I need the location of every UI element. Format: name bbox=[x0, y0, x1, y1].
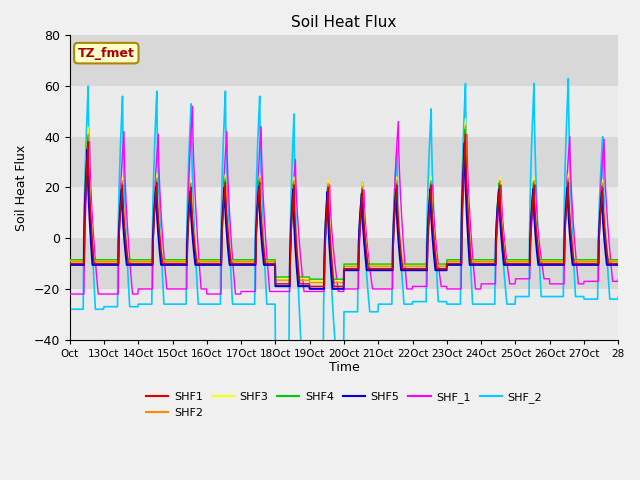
Line: SHF3: SHF3 bbox=[70, 119, 640, 281]
SHF2 bbox=[521, 259, 529, 264]
SHF5 bbox=[461, 140, 468, 145]
SHF1 bbox=[306, 284, 314, 289]
SHF_2 bbox=[564, 75, 572, 81]
SHF4 bbox=[161, 257, 169, 263]
SHF3 bbox=[461, 116, 469, 121]
Line: SHF4: SHF4 bbox=[70, 130, 640, 279]
SHF1 bbox=[161, 261, 169, 266]
SHF3 bbox=[306, 278, 314, 284]
Line: SHF5: SHF5 bbox=[70, 143, 640, 289]
SHF_1 bbox=[161, 270, 169, 276]
SHF1 bbox=[82, 189, 90, 194]
SHF_1 bbox=[520, 276, 528, 282]
SHF3 bbox=[161, 258, 169, 264]
SHF_1 bbox=[195, 262, 203, 268]
SHF2 bbox=[306, 280, 314, 286]
SHF1 bbox=[66, 261, 74, 266]
SHF5 bbox=[161, 262, 169, 268]
SHF2 bbox=[161, 259, 169, 264]
Legend: SHF1, SHF2, SHF3, SHF4, SHF5, SHF_1, SHF_2: SHF1, SHF2, SHF3, SHF4, SHF5, SHF_1, SHF… bbox=[141, 388, 547, 422]
SHF4 bbox=[66, 257, 74, 263]
Line: SHF1: SHF1 bbox=[70, 134, 640, 287]
SHF5 bbox=[66, 262, 74, 268]
SHF1 bbox=[521, 261, 529, 266]
SHF4 bbox=[521, 257, 529, 263]
SHF4 bbox=[212, 257, 220, 263]
SHF3 bbox=[66, 258, 74, 264]
SHF_2 bbox=[271, 344, 279, 350]
SHF5 bbox=[306, 286, 314, 292]
SHF3 bbox=[82, 172, 90, 178]
SHF1 bbox=[379, 266, 387, 272]
SHF1 bbox=[461, 132, 469, 137]
SHF4 bbox=[195, 257, 203, 263]
SHF_2 bbox=[66, 306, 74, 312]
SHF_1 bbox=[379, 286, 387, 292]
SHF3 bbox=[521, 258, 529, 264]
SHF_1 bbox=[66, 291, 74, 297]
SHF_2 bbox=[195, 301, 203, 307]
Text: TZ_fmet: TZ_fmet bbox=[78, 47, 135, 60]
SHF_2 bbox=[212, 301, 220, 307]
SHF4 bbox=[82, 174, 90, 180]
Bar bbox=[70, 86, 618, 137]
SHF_1 bbox=[212, 291, 220, 297]
SHF_2 bbox=[161, 301, 169, 307]
SHF2 bbox=[195, 259, 203, 264]
SHF1 bbox=[212, 261, 220, 266]
SHF2 bbox=[461, 123, 469, 129]
SHF5 bbox=[379, 267, 387, 273]
Y-axis label: Soil Heat Flux: Soil Heat Flux bbox=[15, 144, 28, 230]
Line: SHF_1: SHF_1 bbox=[70, 107, 640, 294]
SHF_1 bbox=[189, 104, 196, 109]
SHF2 bbox=[82, 183, 90, 189]
SHF2 bbox=[66, 259, 74, 264]
SHF5 bbox=[82, 180, 90, 186]
SHF_2 bbox=[82, 148, 90, 154]
SHF2 bbox=[379, 264, 387, 269]
SHF5 bbox=[212, 262, 220, 268]
SHF1 bbox=[195, 261, 203, 266]
SHF4 bbox=[306, 276, 314, 282]
SHF3 bbox=[379, 262, 387, 268]
SHF5 bbox=[521, 262, 529, 268]
Line: SHF2: SHF2 bbox=[70, 126, 640, 283]
SHF_2 bbox=[520, 294, 528, 300]
Title: Soil Heat Flux: Soil Heat Flux bbox=[291, 15, 397, 30]
SHF4 bbox=[461, 127, 468, 132]
SHF3 bbox=[212, 258, 220, 264]
Line: SHF_2: SHF_2 bbox=[70, 78, 640, 347]
Bar bbox=[70, 289, 618, 340]
SHF2 bbox=[212, 259, 220, 264]
SHF4 bbox=[379, 261, 387, 267]
SHF_1 bbox=[82, 206, 90, 212]
SHF3 bbox=[195, 258, 203, 264]
SHF5 bbox=[195, 262, 203, 268]
Bar bbox=[70, 188, 618, 238]
X-axis label: Time: Time bbox=[328, 361, 360, 374]
SHF_2 bbox=[379, 301, 387, 307]
